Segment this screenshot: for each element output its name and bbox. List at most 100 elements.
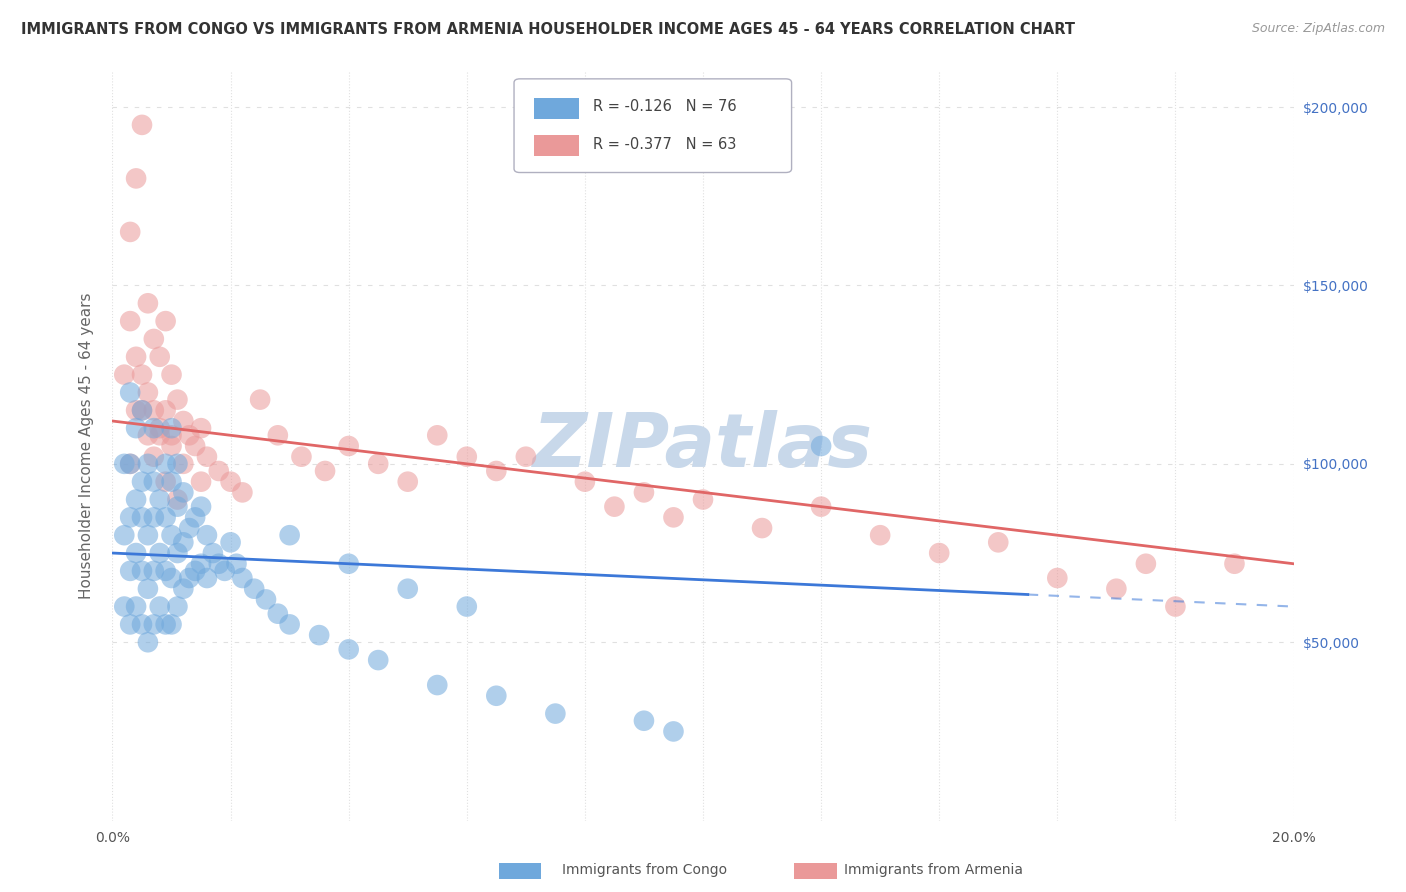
Point	[166, 492, 188, 507]
Point	[166, 500, 188, 514]
Point	[112, 457, 135, 471]
Point	[125, 403, 148, 417]
Point	[131, 617, 153, 632]
Point	[278, 528, 301, 542]
Point	[136, 635, 159, 649]
Point	[160, 571, 183, 585]
Point	[155, 564, 177, 578]
Point	[112, 528, 135, 542]
Point	[603, 500, 626, 514]
Point	[125, 421, 148, 435]
Point	[131, 403, 153, 417]
Point	[810, 439, 832, 453]
Point	[574, 475, 596, 489]
Point	[125, 492, 148, 507]
Point	[149, 492, 172, 507]
Point	[125, 546, 148, 560]
Point	[337, 642, 360, 657]
Point	[131, 118, 153, 132]
Point	[214, 564, 236, 578]
Point	[160, 421, 183, 435]
Point	[142, 332, 165, 346]
Point	[456, 450, 478, 464]
Point	[136, 582, 159, 596]
Point	[225, 557, 247, 571]
Point	[195, 528, 218, 542]
Text: Source: ZipAtlas.com: Source: ZipAtlas.com	[1251, 22, 1385, 36]
Point	[314, 464, 336, 478]
Point	[456, 599, 478, 614]
Point	[201, 546, 224, 560]
Point	[149, 599, 172, 614]
Point	[120, 314, 142, 328]
Point	[208, 557, 231, 571]
Point	[131, 475, 153, 489]
Point	[120, 617, 142, 632]
Point	[172, 414, 194, 428]
Point	[337, 439, 360, 453]
Point	[662, 510, 685, 524]
Y-axis label: Householder Income Ages 45 - 64 years: Householder Income Ages 45 - 64 years	[79, 293, 94, 599]
Point	[160, 475, 183, 489]
Point	[149, 350, 172, 364]
Point	[160, 368, 183, 382]
Point	[190, 421, 212, 435]
Point	[231, 485, 253, 500]
Point	[142, 510, 165, 524]
Point	[166, 599, 188, 614]
Point	[131, 368, 153, 382]
Point	[219, 535, 242, 549]
Point	[142, 403, 165, 417]
Text: Immigrants from Armenia: Immigrants from Armenia	[844, 863, 1022, 877]
Point	[136, 528, 159, 542]
Point	[155, 475, 177, 489]
Point	[515, 450, 537, 464]
Point	[396, 475, 419, 489]
Point	[278, 617, 301, 632]
Point	[131, 564, 153, 578]
Point	[195, 571, 218, 585]
Point	[166, 546, 188, 560]
Point	[367, 653, 389, 667]
Point	[928, 546, 950, 560]
Point	[1135, 557, 1157, 571]
Point	[120, 457, 142, 471]
Point	[751, 521, 773, 535]
Point	[426, 678, 449, 692]
Point	[1046, 571, 1069, 585]
FancyBboxPatch shape	[515, 78, 792, 172]
Point	[1105, 582, 1128, 596]
Point	[179, 571, 201, 585]
Point	[172, 535, 194, 549]
Point	[231, 571, 253, 585]
Text: R = -0.126   N = 76: R = -0.126 N = 76	[593, 99, 737, 114]
Point	[254, 592, 277, 607]
Point	[142, 617, 165, 632]
Point	[633, 485, 655, 500]
Point	[125, 350, 148, 364]
Point	[155, 510, 177, 524]
Point	[149, 421, 172, 435]
Point	[166, 392, 188, 407]
Point	[142, 421, 165, 435]
Point	[485, 689, 508, 703]
Point	[485, 464, 508, 478]
Point	[120, 385, 142, 400]
Point	[160, 528, 183, 542]
Point	[267, 428, 290, 442]
Point	[190, 475, 212, 489]
Point	[633, 714, 655, 728]
Point	[544, 706, 567, 721]
Point	[179, 428, 201, 442]
Point	[184, 564, 207, 578]
Bar	[534, 97, 579, 119]
Point	[172, 457, 194, 471]
Point	[249, 392, 271, 407]
Point	[155, 314, 177, 328]
Point	[166, 457, 188, 471]
Point	[810, 500, 832, 514]
Point	[136, 296, 159, 310]
Point	[662, 724, 685, 739]
Point	[155, 403, 177, 417]
Text: Immigrants from Congo: Immigrants from Congo	[562, 863, 727, 877]
